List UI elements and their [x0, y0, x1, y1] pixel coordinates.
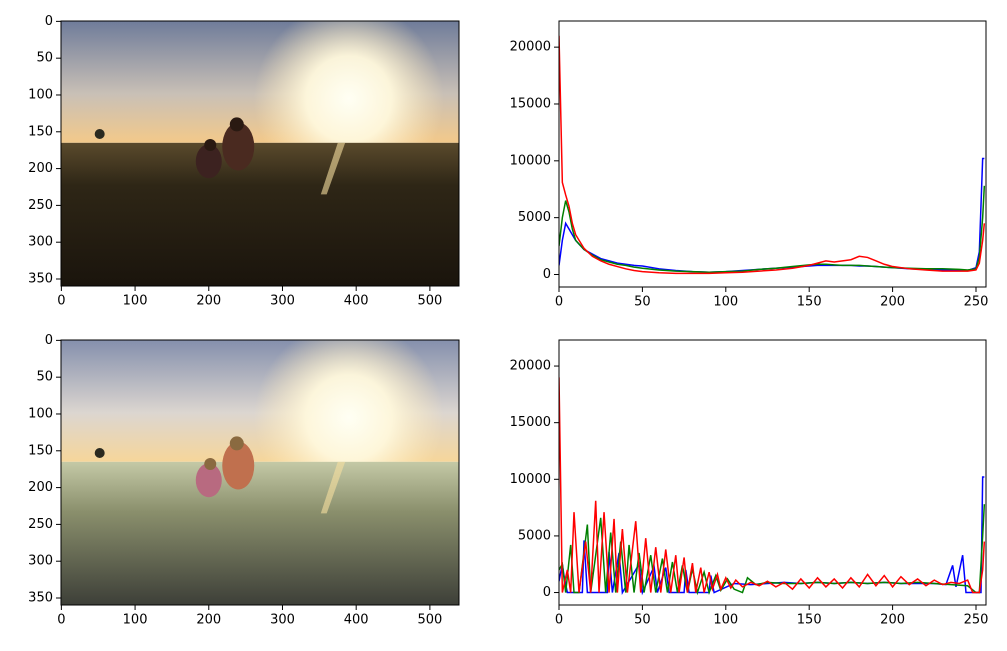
y-tick-label: 50	[36, 370, 53, 385]
x-tick-label: 200	[196, 294, 221, 309]
axes-frame	[60, 339, 460, 606]
y-tick-label: 15000	[510, 415, 551, 430]
axes-frame	[558, 20, 987, 288]
tree	[94, 128, 105, 139]
y-tick-label: 5000	[518, 528, 551, 543]
child-head	[204, 458, 217, 471]
histogram-line	[559, 185, 986, 273]
y-tick-label: 300	[28, 554, 53, 569]
x-tick-label: 150	[797, 295, 822, 310]
y-tick-label: 200	[28, 480, 53, 495]
field	[61, 142, 459, 286]
sun-ray	[320, 142, 346, 195]
y-tick-label: 350	[28, 591, 53, 606]
x-tick-label: 250	[964, 295, 989, 310]
y-tick-label: 300	[28, 235, 53, 250]
y-tick-label: 0	[45, 14, 53, 29]
histogram-line	[559, 157, 985, 273]
y-tick-label: 15000	[510, 96, 551, 111]
child	[222, 122, 255, 171]
child-head	[229, 436, 244, 451]
x-tick-label: 50	[634, 295, 651, 310]
child-head	[204, 139, 217, 152]
x-tick-label: 200	[196, 613, 221, 628]
axes-frame	[60, 20, 460, 287]
y-tick-label: 350	[28, 272, 53, 287]
y-tick-label: 150	[28, 124, 53, 139]
field	[61, 461, 459, 605]
y-tick-label: 0	[543, 585, 551, 600]
x-tick-label: 500	[417, 613, 442, 628]
photo	[61, 340, 459, 605]
y-tick-label: 200	[28, 161, 53, 176]
sun-ray	[320, 461, 346, 514]
y-tick-label: 10000	[510, 153, 551, 168]
x-tick-label: 200	[880, 295, 905, 310]
x-tick-label: 100	[123, 613, 148, 628]
y-tick-label: 150	[28, 443, 53, 458]
x-tick-label: 0	[555, 613, 563, 628]
x-tick-label: 300	[270, 613, 295, 628]
x-tick-label: 100	[123, 294, 148, 309]
child	[195, 144, 222, 179]
histogram-line	[559, 504, 986, 596]
x-tick-label: 50	[634, 613, 651, 628]
y-tick-label: 250	[28, 198, 53, 213]
histogram-line	[559, 377, 986, 594]
x-tick-label: 400	[344, 294, 369, 309]
child	[222, 441, 255, 490]
x-tick-label: 0	[555, 295, 563, 310]
y-tick-label: 250	[28, 517, 53, 532]
x-tick-label: 300	[270, 294, 295, 309]
y-tick-label: 5000	[518, 210, 551, 225]
y-tick-label: 20000	[510, 359, 551, 374]
x-tick-label: 0	[57, 613, 65, 628]
x-tick-label: 100	[713, 613, 738, 628]
x-tick-label: 200	[880, 613, 905, 628]
y-tick-label: 50	[36, 51, 53, 66]
tree	[94, 447, 105, 458]
x-tick-label: 250	[964, 613, 989, 628]
y-tick-label: 0	[543, 267, 551, 282]
y-tick-label: 0	[45, 333, 53, 348]
x-tick-label: 400	[344, 613, 369, 628]
x-tick-label: 100	[713, 295, 738, 310]
child	[195, 463, 222, 498]
photo	[61, 21, 459, 286]
y-tick-label: 100	[28, 406, 53, 421]
axes-frame	[558, 339, 987, 606]
x-tick-label: 150	[797, 613, 822, 628]
plot-area	[559, 377, 986, 596]
plot-area	[559, 35, 986, 275]
x-tick-label: 0	[57, 294, 65, 309]
y-tick-label: 100	[28, 87, 53, 102]
y-tick-label: 20000	[510, 40, 551, 55]
histogram-line	[559, 35, 986, 275]
x-tick-label: 500	[417, 294, 442, 309]
child-head	[229, 117, 244, 132]
y-tick-label: 10000	[510, 472, 551, 487]
